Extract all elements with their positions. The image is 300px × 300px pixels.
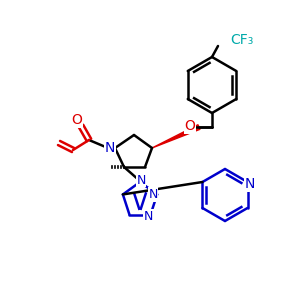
Text: O: O <box>72 113 83 127</box>
Text: N: N <box>144 210 153 223</box>
Text: N: N <box>136 173 146 187</box>
Text: CF₃: CF₃ <box>230 33 253 47</box>
Polygon shape <box>152 125 200 148</box>
Text: N: N <box>105 141 115 155</box>
Text: N: N <box>244 177 255 191</box>
Text: O: O <box>184 119 195 133</box>
Text: N: N <box>148 188 158 201</box>
